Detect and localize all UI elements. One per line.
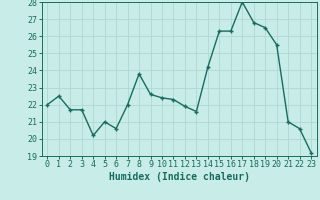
X-axis label: Humidex (Indice chaleur): Humidex (Indice chaleur): [109, 172, 250, 182]
